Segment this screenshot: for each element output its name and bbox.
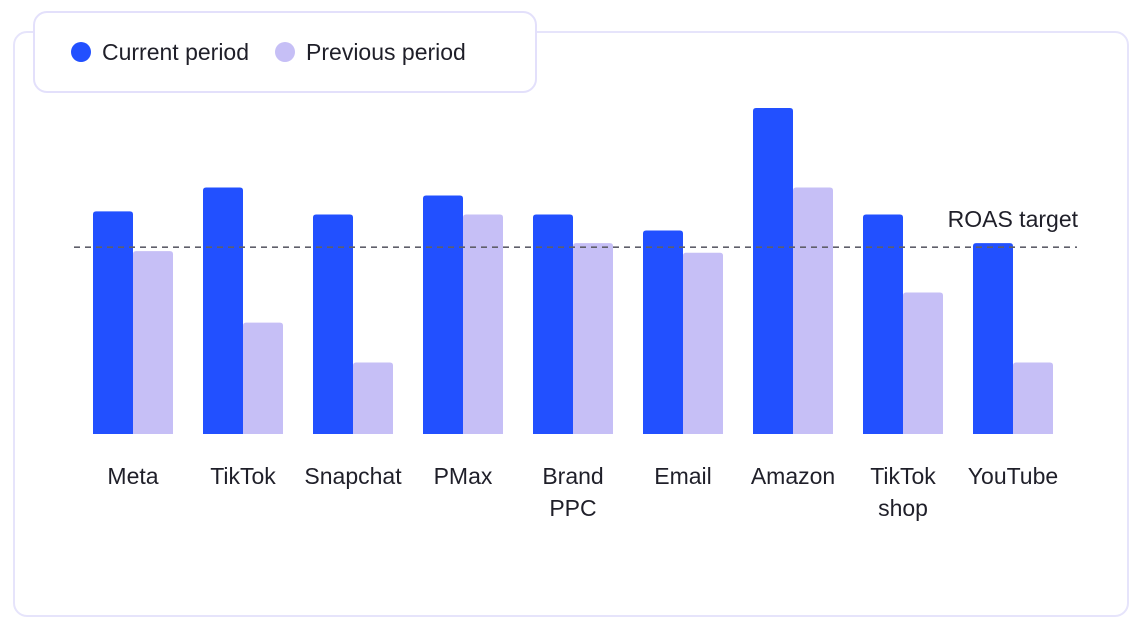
x-tick-label-1-0: TikTok	[210, 463, 276, 489]
bar-current-1[interactable]	[203, 187, 243, 434]
bar-current-6[interactable]	[753, 108, 793, 434]
roas-target-label: ROAS target	[948, 206, 1079, 232]
x-tick-label-4-0: Brand	[542, 463, 603, 489]
legend-label-current: Current period	[102, 38, 250, 65]
legend-swatch-previous	[275, 42, 296, 62]
x-tick-label-8-0: YouTube	[968, 463, 1058, 489]
x-tick-label-3-0: PMax	[434, 463, 493, 489]
bar-previous-5[interactable]	[683, 252, 723, 434]
bar-previous-6[interactable]	[793, 187, 833, 434]
legend-item-current[interactable]: Current period	[71, 39, 249, 66]
bar-previous-3[interactable]	[463, 214, 503, 434]
legend: Current period Previous period	[33, 11, 537, 93]
bar-current-2[interactable]	[313, 214, 353, 434]
x-tick-label-2-0: Snapchat	[304, 463, 402, 489]
x-tick-label-7-0: TikTok	[870, 463, 936, 489]
bar-previous-1[interactable]	[243, 322, 283, 434]
x-tick-label-0-0: Meta	[107, 463, 158, 489]
bar-current-0[interactable]	[93, 211, 133, 434]
legend-item-previous[interactable]: Previous period	[275, 39, 466, 66]
bar-current-4[interactable]	[533, 214, 573, 434]
legend-swatch-current	[71, 42, 91, 62]
bar-previous-2[interactable]	[353, 362, 393, 434]
bar-previous-7[interactable]	[903, 292, 943, 434]
bar-current-3[interactable]	[423, 195, 463, 434]
x-tick-label-7-1: shop	[878, 495, 928, 521]
legend-label-previous: Previous period	[306, 38, 466, 65]
x-tick-label-6-0: Amazon	[751, 463, 835, 489]
bar-current-8[interactable]	[973, 243, 1013, 434]
bar-previous-0[interactable]	[133, 251, 173, 434]
bar-previous-4[interactable]	[573, 243, 613, 434]
bar-current-7[interactable]	[863, 214, 903, 434]
bar-current-5[interactable]	[643, 230, 683, 434]
x-tick-label-4-1: PPC	[549, 495, 596, 521]
x-tick-label-5-0: Email	[654, 463, 712, 489]
bar-previous-8[interactable]	[1013, 362, 1053, 434]
